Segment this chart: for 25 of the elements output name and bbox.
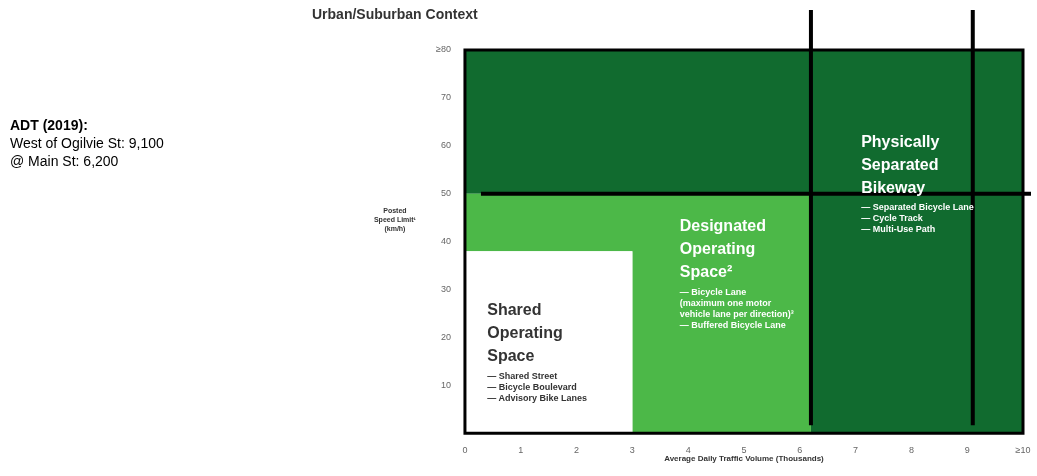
y-tick-label: 20 [440,331,451,342]
x-tick-label: 1 [518,445,524,456]
x-tick-label: 7 [853,445,859,456]
y-tick-label: 10 [440,379,451,390]
x-tick-label: 0 [462,445,468,456]
x-tick-label: 4 [685,445,691,456]
y-tick-label: 50 [440,188,451,199]
text: ADT (2019): West of Ogilvie St: 9,100 @ Main St: 6,200 [10,116,164,170]
x-tick-label: ≥10 [1015,445,1031,456]
x-axis-title: Average Daily Traffic Volume (Thousands) [664,454,825,464]
x-tick-label: 6 [797,445,803,456]
y-tick-label: 40 [440,236,451,247]
y-tick-label: 70 [440,92,451,103]
chart-title: Urban/Suburban Context [312,5,479,22]
annotation: Shared Operating Space — Shared Street — Bicycle Boulevard — Advisory Bike Lanes [487,301,587,403]
x-tick-label: 9 [964,445,970,456]
annotation: Physically Separated Bikeway — Separated Bicycle Lane — Cycle Track — Multi-Use Path [861,132,974,235]
annotation: Designated Operating Space² — Bicycle Lane (maximum one motor vehicle lane per direction)³ — Buffered Bicycle Lane [679,217,794,330]
y-tick-label: 60 [440,140,451,151]
y-tick-label: 30 [440,283,451,294]
y-tick-label: ≥80 [436,44,451,55]
x-tick-label: 8 [908,445,914,456]
x-tick-label: 3 [629,445,635,456]
x-tick-label: 2 [574,445,580,456]
x-tick-label: 5 [741,445,747,456]
